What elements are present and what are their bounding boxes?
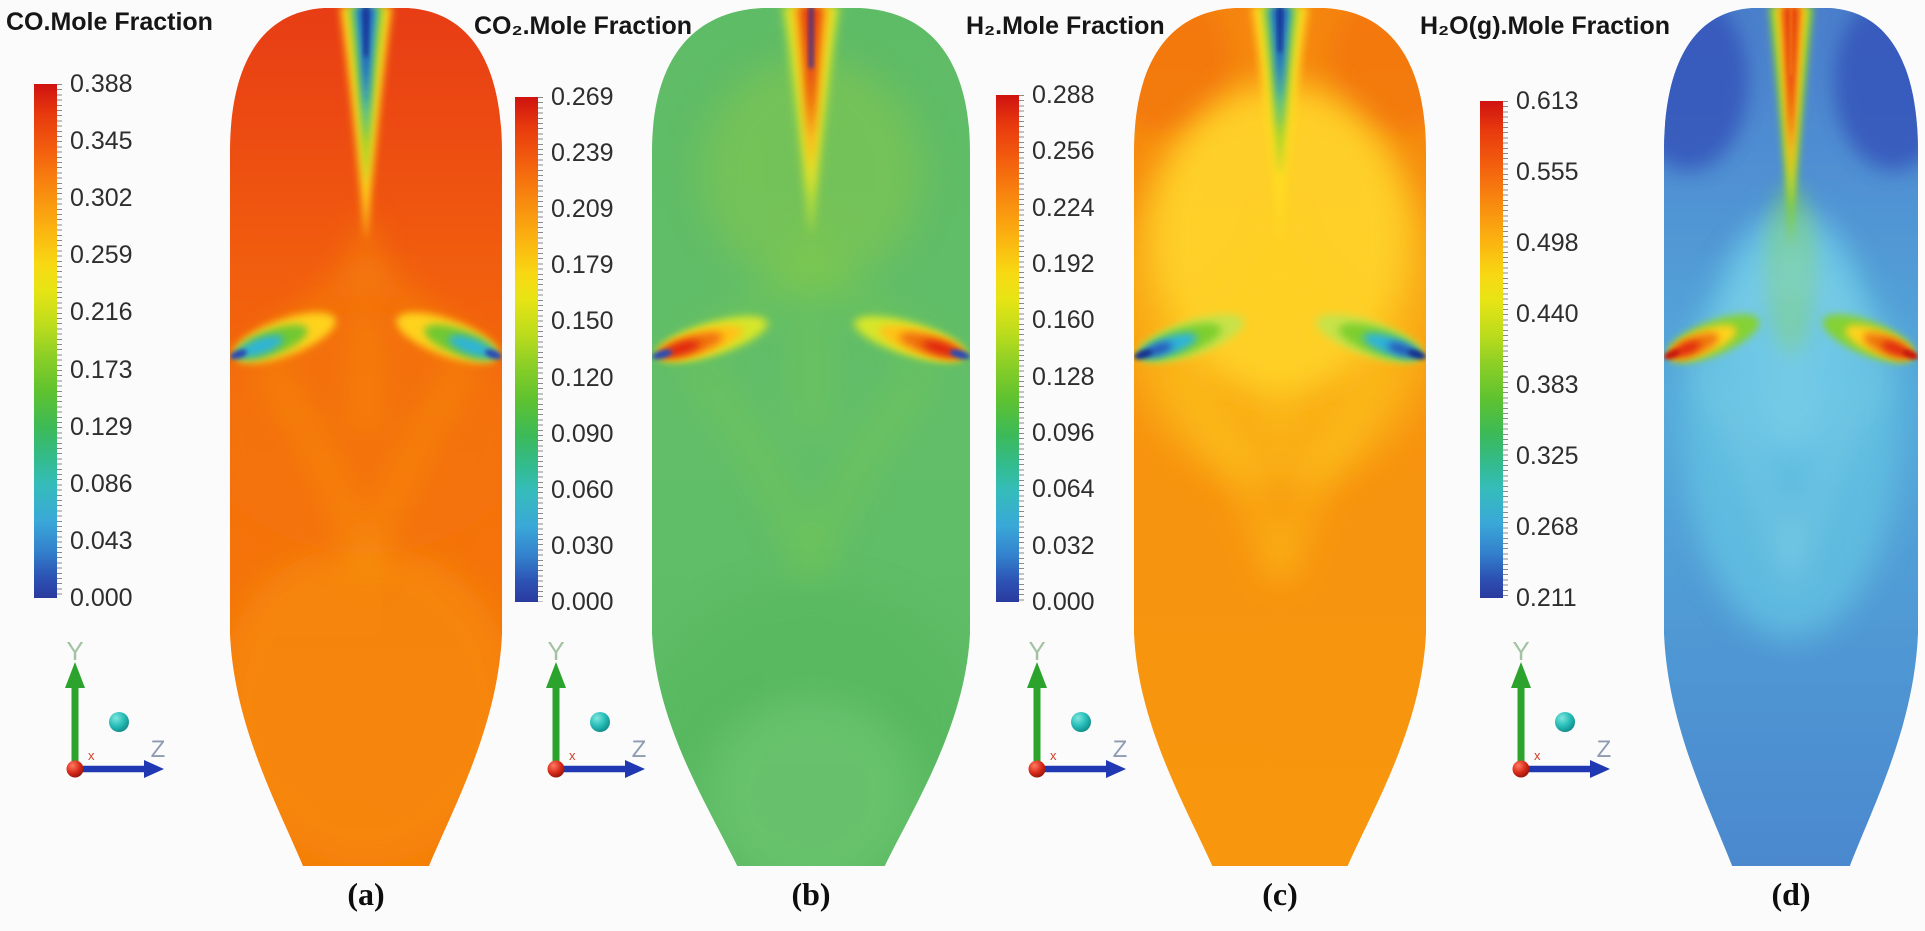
z-axis-label: Z [151, 736, 166, 763]
colorbar-tick-label: 0.345 [70, 127, 133, 156]
colorbar-gradient [34, 84, 57, 598]
colorbar-tick-label: 0.388 [70, 70, 133, 98]
x-axis-label: x [1050, 748, 1057, 763]
panel-title: H₂.Mole Fraction [966, 12, 1165, 40]
colorbar-gradient [515, 97, 538, 602]
vessel-contour-svg [652, 8, 970, 866]
axis-triad-svg: Y x Z [1027, 636, 1128, 778]
colorbar-tick-label: 0.179 [551, 251, 614, 280]
vessel-contour-svg [1134, 8, 1426, 866]
reference-sphere-icon [109, 712, 129, 732]
colorbar-tick-label: 0.086 [70, 469, 133, 498]
z-axis-label: Z [1597, 736, 1612, 763]
y-axis-label: Y [547, 638, 564, 666]
x-axis-label: x [1534, 748, 1541, 763]
colorbar-tick-label: 0.211 [1516, 584, 1577, 612]
colorbar-tick-label: 0.128 [1032, 362, 1095, 391]
reference-sphere-icon [590, 712, 610, 732]
y-axis-label: Y [66, 638, 83, 666]
colorbar-tick-label: 0.120 [551, 363, 614, 392]
colorbar-ticks [57, 84, 62, 598]
colorbar-tick-label: 0.160 [1032, 306, 1095, 335]
contour-plot [1134, 2, 1426, 868]
colorbar-tick-label: 0.129 [70, 412, 133, 441]
colorbar-tick-label: 0.498 [1516, 229, 1579, 257]
axis-triad: Y x Z [499, 636, 659, 788]
y-axis-label: Y [1512, 638, 1529, 666]
colorbar-tick-label: 0.173 [70, 355, 133, 384]
panel-caption: (b) [791, 876, 831, 912]
colorbar-tick-label: 0.209 [551, 195, 614, 224]
colorbar-tick-label: 0.000 [551, 588, 614, 616]
colorbar-tick-label: 0.259 [70, 241, 133, 270]
colorbar-tick-label: 0.613 [1516, 87, 1579, 115]
colorbar-gradient [1480, 101, 1503, 598]
axis-triad-svg: Y x Z [546, 636, 647, 778]
colorbar-tick-label: 0.555 [1516, 158, 1579, 186]
colorbar-ticks [1019, 95, 1024, 602]
colorbar-tick-label: 0.288 [1032, 81, 1095, 109]
colorbar-tick-label: 0.269 [551, 83, 614, 111]
x-axis-label: x [88, 748, 95, 763]
panel-caption: (a) [347, 876, 385, 912]
colorbar-tick-label: 0.096 [1032, 419, 1095, 447]
contour-plot [652, 2, 970, 868]
colorbar-tick-label: 0.043 [70, 526, 133, 555]
colorbar-tick-label: 0.060 [551, 475, 614, 504]
colorbar-tick-label: 0.239 [551, 139, 614, 168]
vessel-contour-svg [1664, 8, 1918, 866]
colorbar-gradient [996, 95, 1019, 602]
reference-sphere-icon [1555, 712, 1575, 732]
panel-title: CO.Mole Fraction [6, 8, 213, 36]
colorbar-tick-label: 0.224 [1032, 193, 1095, 222]
colorbar-tick-label: 0.030 [551, 531, 614, 560]
colorbar-tick-label: 0.090 [551, 419, 614, 448]
origin-dot [547, 760, 565, 778]
axis-triad-svg: Y x Z [65, 636, 166, 778]
colorbar-tick-label: 0.150 [551, 307, 614, 336]
colorbar-ticks [538, 97, 543, 602]
colorbar-tick-label: 0.302 [70, 184, 133, 213]
colorbar-tick-label: 0.256 [1032, 137, 1095, 166]
z-axis-label: Z [1113, 736, 1128, 763]
panel-title: CO₂.Mole Fraction [474, 12, 693, 40]
colorbar-tick-label: 0.000 [1032, 588, 1095, 616]
contour-plot [230, 2, 502, 868]
colorbar-tick-label: 0.192 [1032, 250, 1095, 278]
colorbar-tick-label: 0.064 [1032, 475, 1095, 504]
colorbar-tick-label: 0.440 [1516, 300, 1579, 328]
origin-dot [1028, 760, 1046, 778]
colorbar-tick-label: 0.000 [70, 584, 133, 612]
panel-caption: (c) [1262, 876, 1298, 912]
colorbar-tick-label: 0.383 [1516, 371, 1579, 399]
colorbar-tick-label: 0.325 [1516, 442, 1579, 470]
axis-triad-svg: Y x Z [1511, 636, 1612, 778]
axis-triad: Y x Z [1464, 636, 1624, 788]
y-axis-label: Y [1028, 638, 1045, 666]
colorbar-tick-label: 0.032 [1032, 531, 1095, 560]
panel-title: H₂O(g).Mole Fraction [1420, 12, 1670, 40]
origin-dot [1512, 760, 1530, 778]
colorbar-tick-label: 0.268 [1516, 513, 1579, 541]
axis-triad: Y x Z [980, 636, 1140, 788]
x-axis-label: x [569, 748, 576, 763]
colorbar-tick-label: 0.216 [70, 298, 133, 327]
vessel-contour-svg [230, 8, 502, 866]
colorbar-ticks [1503, 101, 1508, 598]
axis-triad: Y x Z [18, 636, 178, 788]
contour-plot [1664, 2, 1918, 868]
panel-caption: (d) [1771, 876, 1811, 912]
reference-sphere-icon [1071, 712, 1091, 732]
z-axis-label: Z [632, 736, 647, 763]
origin-dot [66, 760, 84, 778]
